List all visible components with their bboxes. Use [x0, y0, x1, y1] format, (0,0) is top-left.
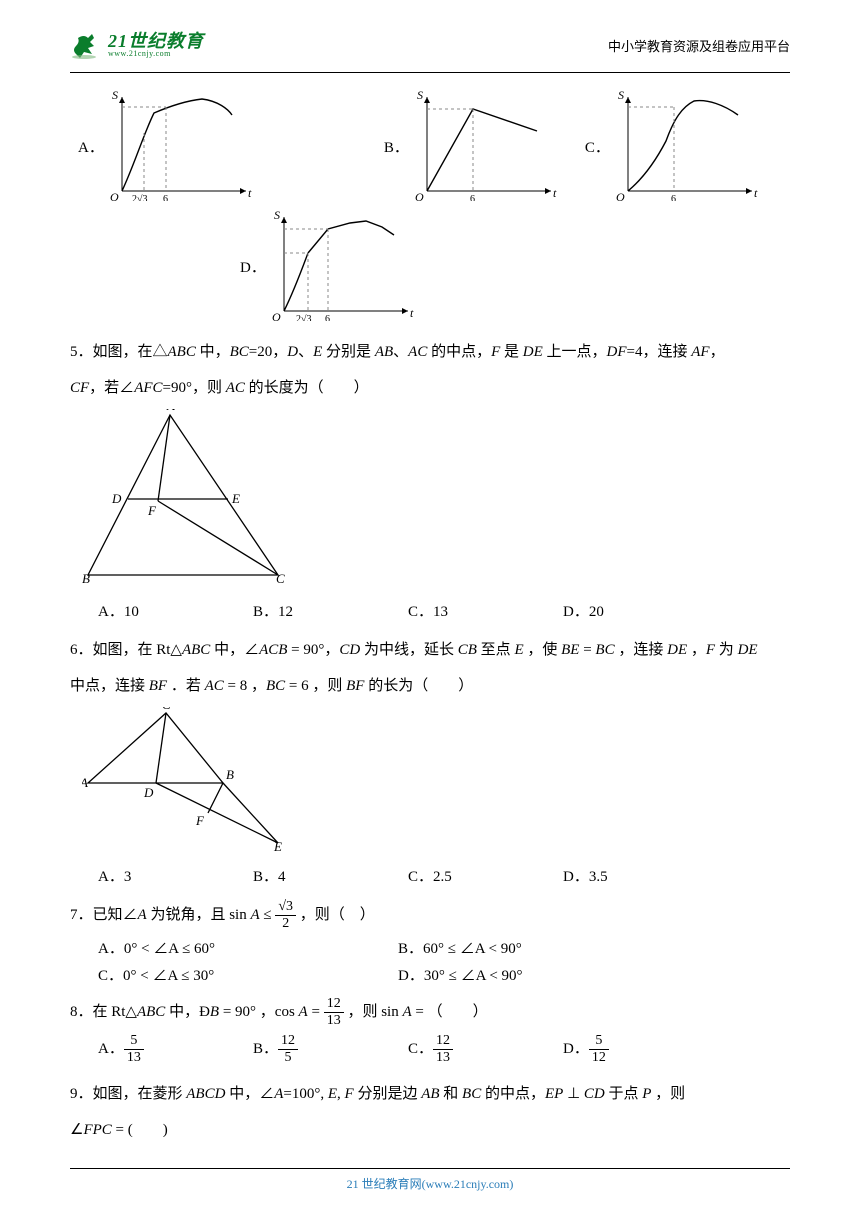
q5-opt-c: C．13	[408, 600, 563, 621]
svg-text:O: O	[272, 310, 281, 321]
option-b-label: B．	[384, 136, 409, 157]
q6-text-line2: 中点，连接 BF ．若 AC = 8 ，BC = 6 ，则 BF 的长为（ ）	[70, 671, 790, 701]
svg-text:6: 6	[163, 194, 168, 201]
graph-b: S t O 6	[409, 91, 559, 201]
q5-opt-d: D．20	[563, 600, 718, 621]
option-d-label: D．	[240, 256, 266, 277]
runner-icon	[70, 30, 104, 60]
q5-opt-b: B．12	[253, 600, 408, 621]
q6-text: 6．如图，在 Rt△ABC 中，∠ACB = 90°，CD 为中线，延长 CB …	[70, 635, 790, 665]
q6-opt-c: C．2.5	[408, 865, 563, 886]
svg-text:O: O	[616, 190, 625, 201]
svg-text:F: F	[147, 503, 157, 518]
q4-options-row2: D． S t O 2√3 6	[240, 211, 790, 321]
svg-text:O: O	[110, 190, 119, 201]
svg-text:S: S	[112, 91, 118, 102]
svg-text:6: 6	[671, 194, 676, 201]
svg-text:A: A	[82, 775, 88, 790]
svg-text:A: A	[166, 409, 175, 413]
logo-sub: www.21cnjy.com	[108, 50, 204, 58]
header-rule	[70, 72, 790, 73]
q7-opt-d: D．30° ≤ ∠A < 90°	[398, 964, 698, 985]
svg-text:t: t	[248, 186, 252, 200]
logo-text: 21世纪教育 www.21cnjy.com	[108, 32, 204, 58]
svg-text:E: E	[231, 491, 240, 506]
q8-choices: A．513 B．125 C．1213 D．512	[98, 1034, 790, 1065]
graph-c: S t O 6	[610, 91, 760, 201]
svg-text:D: D	[143, 785, 154, 800]
q5-text: 5．如图，在△ABC 中，BC=20，D、E 分别是 AB、AC 的中点，F 是…	[70, 337, 790, 367]
q7-choices: A．0° < ∠A ≤ 60° B．60° ≤ ∠A < 90° C．0° < …	[98, 937, 790, 985]
svg-text:C: C	[162, 707, 171, 712]
q4-options-row1: A． S t O 2√3 6 B．	[70, 91, 790, 201]
q6-opt-b: B．4	[253, 865, 408, 886]
svg-text:2√3: 2√3	[132, 194, 148, 201]
graph-a: S t O 2√3 6	[104, 91, 254, 201]
footer-text: 21 世纪教育网(www.21cnjy.com)	[347, 1177, 514, 1191]
svg-text:C: C	[276, 571, 285, 586]
svg-text:t: t	[754, 186, 758, 200]
q5-text-line2: CF，若∠AFC=90°，则 AC 的长度为（ ）	[70, 373, 790, 403]
graph-d: S t O 2√3 6	[266, 211, 416, 321]
q7-text: 7．已知∠A 为锐角，且 sin A ≤ √32 ，则（ ）	[70, 900, 790, 931]
svg-text:S: S	[417, 91, 423, 102]
logo: 21世纪教育 www.21cnjy.com	[70, 30, 204, 60]
q6-figure: A C B D E F	[82, 707, 790, 857]
svg-text:t: t	[410, 306, 414, 320]
svg-text:D: D	[111, 491, 122, 506]
q8-opt-d: D．512	[563, 1034, 718, 1065]
page-footer: 21 世纪教育网(www.21cnjy.com)	[70, 1168, 790, 1192]
q7-opt-a: A．0° < ∠A ≤ 60°	[98, 937, 398, 958]
header-caption: 中小学教育资源及组卷应用平台	[608, 36, 790, 55]
svg-text:2√3: 2√3	[296, 314, 312, 321]
q8-text: 8．在 Rt△ABC 中，ÐB = 90° ，cos A = 1213 ，则 s…	[70, 997, 790, 1028]
option-c-label: C．	[585, 136, 610, 157]
svg-text:B: B	[226, 767, 234, 782]
q6-opt-a: A．3	[98, 865, 253, 886]
q5-opt-a: A．10	[98, 600, 253, 621]
q8-opt-c: C．1213	[408, 1034, 563, 1065]
q5-choices: A．10 B．12 C．13 D．20	[98, 600, 790, 621]
q5-figure: A B C D E F	[82, 409, 790, 592]
q6-choices: A．3 B．4 C．2.5 D．3.5	[98, 865, 790, 886]
svg-text:E: E	[273, 839, 282, 852]
q7-opt-c: C．0° < ∠A ≤ 30°	[98, 964, 398, 985]
svg-text:S: S	[274, 211, 280, 222]
svg-text:O: O	[415, 190, 424, 201]
q8-opt-a: A．513	[98, 1034, 253, 1065]
svg-text:6: 6	[470, 194, 475, 201]
svg-text:S: S	[618, 91, 624, 102]
q9-text: 9．如图，在菱形 ABCD 中，∠A=100°, E, F 分别是边 AB 和 …	[70, 1079, 790, 1109]
svg-text:t: t	[553, 186, 557, 200]
option-a-label: A．	[78, 136, 104, 157]
q8-opt-b: B．125	[253, 1034, 408, 1065]
svg-text:B: B	[82, 571, 90, 586]
page-header: 21世纪教育 www.21cnjy.com 中小学教育资源及组卷应用平台	[70, 30, 790, 60]
svg-text:F: F	[195, 813, 205, 828]
svg-text:6: 6	[325, 314, 330, 321]
q7-opt-b: B．60° ≤ ∠A < 90°	[398, 937, 698, 958]
q6-opt-d: D．3.5	[563, 865, 718, 886]
q9-text-line2: ∠FPC = ( )	[70, 1115, 790, 1145]
logo-main: 21世纪教育	[108, 32, 204, 50]
